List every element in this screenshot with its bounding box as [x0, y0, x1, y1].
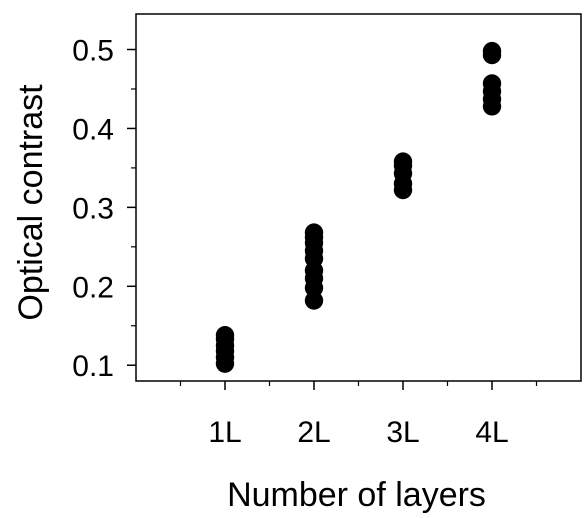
y-tick-label: 0.1: [72, 350, 114, 383]
x-tick-label: 4L: [475, 416, 508, 449]
data-point: [215, 326, 235, 345]
data-point: [482, 74, 502, 93]
y-axis-label: Optical contrast: [12, 84, 50, 321]
x-axis-label: Number of layers: [227, 476, 486, 514]
x-tick-label: 2L: [297, 416, 330, 449]
y-tick-label: 0.5: [72, 35, 114, 68]
data-point: [304, 223, 324, 242]
data-point: [393, 152, 413, 171]
plot-layer: 0.1 0.2 0.3 0.4 0.5 1L 2L 3L 4L Number of layers O…: [12, 13, 582, 514]
data-point: [482, 41, 502, 61]
y-tick-label: 0.3: [72, 192, 114, 225]
y-tick-label: 0.2: [72, 271, 114, 304]
x-tick-label: 3L: [386, 416, 419, 449]
y-tick-label: 0.4: [72, 113, 114, 146]
x-tick-label: 1L: [208, 416, 241, 449]
data-point: [304, 291, 324, 310]
plot-frame: [135, 13, 582, 382]
